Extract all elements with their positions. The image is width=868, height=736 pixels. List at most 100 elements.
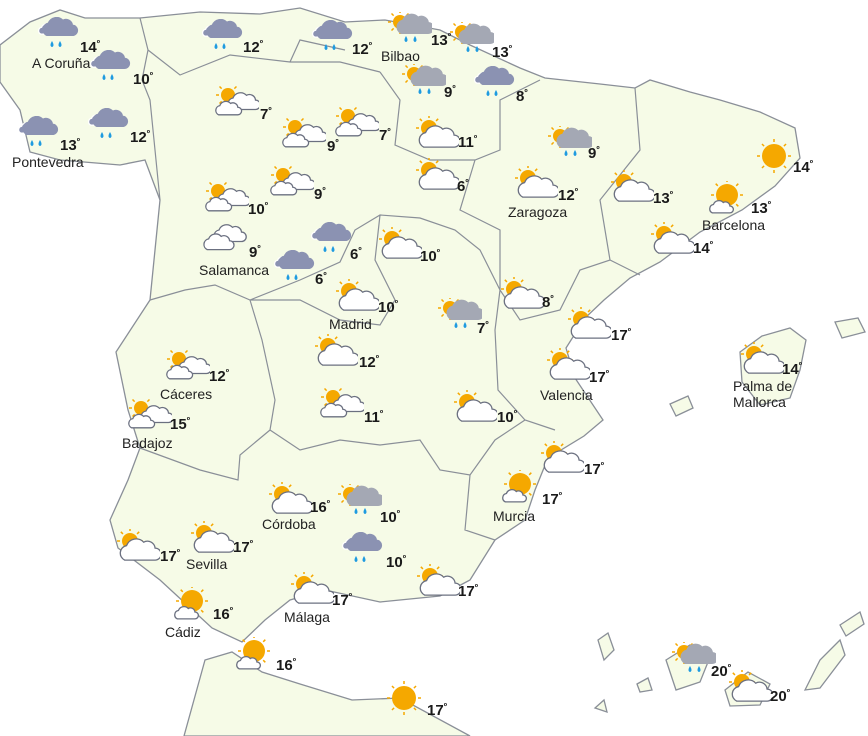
island-menorca	[834, 317, 866, 339]
temperature-value: 13	[60, 137, 77, 154]
sun-cloud-icon	[191, 521, 234, 553]
raindrop-icon	[324, 44, 328, 50]
cloud-icon	[613, 179, 654, 202]
temperature: 11º	[458, 133, 477, 151]
degree-symbol: º	[767, 199, 771, 209]
degree-symbol: º	[323, 270, 327, 280]
degree-symbol: º	[524, 87, 528, 97]
temperature-value: 11	[458, 134, 474, 151]
temperature-value: 17	[160, 548, 177, 565]
sun-two-clouds-icon	[205, 182, 249, 212]
sun-cloud-icon	[729, 670, 772, 702]
sun-icon	[757, 139, 791, 173]
temperature: 12º	[352, 40, 372, 58]
temperature-value: 12	[359, 354, 376, 371]
temperature-value: 17	[233, 539, 250, 556]
temperature: 13º	[492, 43, 512, 61]
degree-symbol: º	[76, 136, 80, 146]
city-label: Málaga	[284, 609, 330, 625]
rain-icon	[17, 116, 59, 146]
cloud-icon	[418, 167, 459, 190]
city-label: Murcia	[493, 508, 536, 524]
island-canary-1	[597, 631, 615, 662]
degree-symbol: º	[574, 186, 578, 196]
rain-icon	[311, 20, 353, 50]
raindrop-icon	[362, 556, 366, 562]
temperature: 10º	[497, 408, 517, 426]
cloud-icon	[215, 100, 243, 116]
temperature-value: 17	[458, 583, 475, 600]
degree-symbol: º	[394, 298, 398, 308]
grey-cloud-icon	[410, 65, 446, 86]
degree-symbol: º	[627, 326, 631, 336]
cloud-icon	[174, 606, 200, 620]
temperature: 17º	[160, 547, 180, 565]
degree-symbol: º	[264, 200, 268, 210]
temperature-value: 15	[170, 416, 187, 433]
temperature: 16º	[276, 656, 296, 674]
island-canary-2	[636, 677, 653, 693]
sun-cloud-icon	[117, 529, 160, 561]
sun-cloud-icon	[541, 441, 584, 473]
temperature: 9º	[327, 137, 339, 155]
raindrop-icon	[363, 508, 367, 514]
degree-symbol: º	[402, 553, 406, 563]
sun-cloud-icon	[568, 307, 611, 339]
degree-symbol: º	[605, 368, 609, 378]
sun-cloud-icon	[741, 342, 784, 374]
raindrop-icon	[108, 132, 112, 138]
degree-symbol: º	[176, 547, 180, 557]
temperature: 6º	[457, 177, 469, 195]
degree-symbol: º	[146, 128, 150, 138]
sun-icon	[387, 681, 421, 715]
city-label: Córdoba	[262, 516, 316, 532]
temperature: 17º	[542, 490, 562, 508]
temperature-value: 17	[427, 702, 444, 719]
temperature: 17º	[589, 368, 609, 386]
temperature-value: 17	[611, 327, 628, 344]
temperature: 14º	[782, 360, 802, 378]
sun-cloud-icon	[416, 116, 459, 148]
degree-symbol: º	[473, 133, 478, 143]
rain-icon	[341, 532, 383, 562]
degree-symbol: º	[229, 605, 233, 615]
sun-cloud-rain-icon	[438, 298, 482, 328]
temperature-value: 16	[213, 606, 230, 623]
sun-cloud-icon	[547, 348, 590, 380]
degree-symbol: º	[268, 105, 272, 115]
temperature-value: 10	[380, 509, 397, 526]
temperature-value: 14	[793, 159, 810, 176]
raindrop-icon	[110, 74, 114, 80]
city-label: A Coruña	[32, 55, 91, 71]
temperature-value: 13	[751, 200, 768, 217]
island-canary-5	[803, 638, 846, 691]
grey-cloud-icon	[346, 485, 382, 506]
cloud-icon	[517, 175, 558, 198]
temperature: 13º	[751, 199, 771, 217]
degree-symbol: º	[292, 656, 296, 666]
raindrop-icon	[427, 88, 431, 94]
cloud-icon	[335, 121, 363, 137]
raindrop-icon	[331, 246, 335, 252]
sun-cloud-rain-icon	[402, 64, 446, 94]
temperature: 17º	[611, 326, 631, 344]
sun-two-clouds-icon	[270, 166, 314, 196]
degree-symbol: º	[396, 508, 400, 518]
temperature: 9º	[249, 243, 261, 261]
raindrop-icon	[332, 44, 336, 50]
raindrop-icon	[466, 46, 470, 52]
africa-coast	[183, 651, 471, 736]
raindrop-icon	[100, 132, 104, 138]
city-label: Valencia	[540, 387, 593, 403]
sun-cloud-rain-icon	[388, 12, 432, 42]
temperature: 10º	[386, 553, 406, 571]
raindrop-icon	[697, 666, 701, 672]
raindrop-icon	[102, 74, 106, 80]
sun-two-clouds-icon	[215, 86, 259, 116]
temperature-value: 8	[516, 88, 525, 105]
degree-symbol: º	[186, 415, 190, 425]
temperature-value: 10	[378, 299, 395, 316]
temperature-value: 20	[711, 663, 728, 680]
